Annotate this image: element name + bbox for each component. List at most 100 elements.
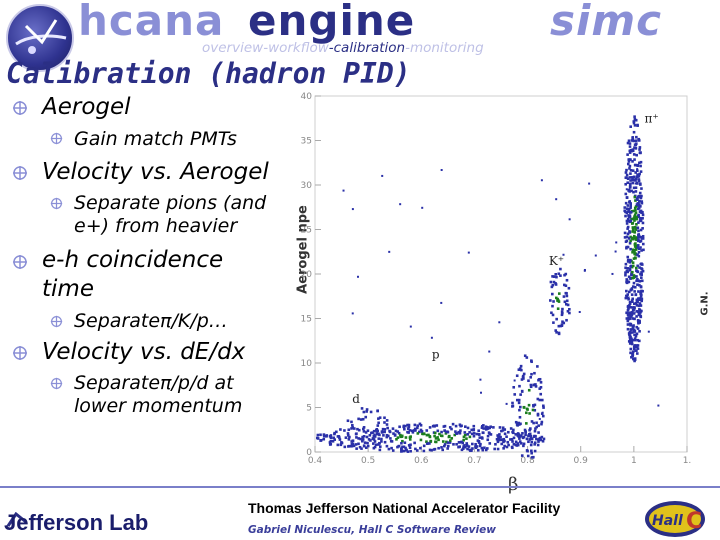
pion-band-mark (636, 173, 639, 176)
low-band-mark (471, 447, 474, 450)
proton-mark (538, 387, 542, 390)
x-tick-label: 0.7 (467, 456, 481, 466)
low-band-mark (452, 443, 455, 446)
low-band-mark (402, 449, 406, 453)
low-band-mark (481, 431, 485, 434)
side-label: G.N. (699, 291, 711, 316)
header-word-engine[interactable]: engine (248, 0, 416, 45)
pion-band-mark (637, 304, 641, 308)
low-band-mark (461, 447, 465, 450)
low-band-mark (512, 436, 516, 440)
pion-band-mark (632, 306, 636, 309)
pion-band-mark (629, 202, 632, 205)
pion-band-mark (636, 277, 639, 281)
pion-band-mark (641, 221, 645, 225)
pion-band-mark (628, 267, 632, 271)
low-band-mark (500, 429, 503, 433)
low-band-mark (436, 429, 440, 433)
pion-band-mark (632, 312, 636, 315)
pion-band-mark (639, 196, 643, 199)
breadcrumb-item-workflow[interactable]: -workflow (263, 40, 329, 56)
low-band-mark (411, 431, 415, 434)
low-band-mark (535, 437, 538, 441)
breadcrumb-item-overview[interactable]: overview (202, 40, 264, 56)
scatter-point (356, 275, 359, 278)
pion-band-mark (636, 124, 639, 127)
pion-band-mark (633, 252, 636, 256)
pion-band-mark (636, 239, 640, 243)
low-band-mark (474, 445, 477, 448)
pion-band-mark (633, 317, 636, 321)
low-band-mark (339, 428, 342, 431)
low-band-mark (325, 435, 328, 438)
low-band-mark (422, 449, 426, 453)
pion-band-mark (631, 230, 634, 233)
pion-band-mark (635, 216, 638, 219)
particle-label: p (432, 348, 440, 362)
pion-band-mark (640, 273, 643, 277)
header-word-hcana[interactable]: hcana (78, 0, 225, 45)
pion-band-mark (637, 221, 640, 224)
pion-band-mark (635, 299, 639, 303)
proton-mark (530, 449, 533, 453)
proton-mark (518, 415, 522, 419)
x-tick-label: 0.9 (574, 456, 589, 466)
breadcrumb-item-monitoring[interactable]: -monitoring (405, 40, 484, 56)
kaon-mark (552, 275, 556, 278)
pion-band-mark (636, 283, 639, 287)
pion-band-mark (635, 153, 639, 157)
proton-mark (525, 356, 529, 359)
low-band-mark (373, 440, 377, 443)
low-band-mark (419, 428, 423, 432)
proton-mark (525, 411, 528, 415)
low-band-mark (499, 438, 502, 442)
low-band-mark (405, 448, 408, 452)
low-band-mark (316, 433, 320, 437)
deuteron-mark (365, 408, 369, 411)
proton-mark (511, 401, 514, 405)
proton-mark (522, 377, 525, 380)
low-band-mark (441, 440, 445, 443)
proton-mark (519, 405, 522, 409)
low-band-mark (453, 433, 457, 437)
header-word-simc[interactable]: simc (550, 0, 663, 45)
proton-mark (512, 386, 516, 389)
facility-name: Thomas Jefferson National Accelerator Fa… (248, 500, 561, 516)
bullet-icon (13, 346, 27, 360)
proton-mark (523, 354, 527, 358)
low-band-mark (458, 431, 461, 435)
low-band-mark (343, 445, 347, 449)
proton-mark (539, 386, 543, 389)
breadcrumb-item-calibration[interactable]: -calibration (328, 40, 406, 56)
kaon-mark (564, 291, 568, 295)
proton-mark (518, 437, 521, 440)
bullet-icon (13, 255, 27, 269)
proton-mark (514, 420, 518, 424)
pion-band-mark (630, 331, 634, 334)
low-band-mark (478, 444, 482, 448)
pion-band-mark (633, 124, 637, 127)
proton-mark (533, 403, 537, 407)
low-band-mark (511, 430, 514, 434)
low-band-mark (505, 445, 509, 449)
pion-band-mark (639, 290, 643, 293)
pion-band-mark (641, 289, 644, 293)
proton-mark (532, 383, 536, 387)
low-band-mark (380, 440, 383, 443)
deuteron-mark (383, 416, 386, 420)
low-band-mark (399, 435, 403, 439)
bullet-separate-pi-p-d-line1: Separateπ/p/d at (74, 372, 234, 394)
pion-band-mark (634, 139, 638, 143)
proton-mark (516, 443, 520, 447)
pion-band-mark (630, 217, 633, 221)
low-band-mark (530, 440, 534, 444)
low-band-mark (446, 444, 450, 448)
kaon-mark (560, 310, 564, 314)
low-band-mark (537, 440, 540, 443)
pion-band-mark (639, 310, 642, 314)
pid-heatmap-chart: 0 5 10 15 20 25 30 35 40 0.4 0.5 0.6 0.7 0.8 0.9 1 1. π⁺… (301, 92, 692, 466)
kaon-mark (567, 286, 571, 290)
low-band-mark (391, 449, 395, 452)
low-band-mark (462, 435, 466, 439)
deuteron-mark (372, 429, 376, 433)
